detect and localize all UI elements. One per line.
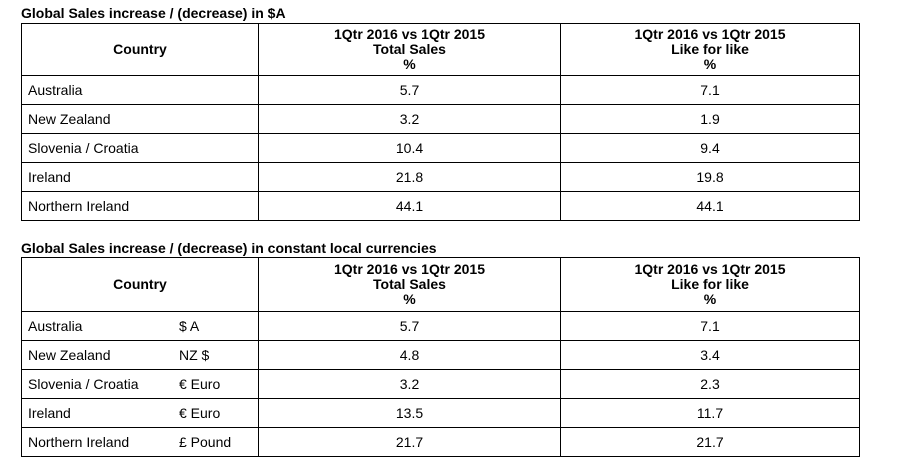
total-sales-cell: 3.2 bbox=[258, 104, 561, 134]
currency-label: $ A bbox=[179, 318, 200, 334]
total-sales-cell: 21.7 bbox=[258, 427, 561, 457]
table2-header-total-line2: Total Sales bbox=[373, 276, 446, 292]
table-row: New Zealand 3.2 1.9 bbox=[21, 104, 860, 134]
like-for-like-cell: 7.1 bbox=[560, 75, 860, 105]
country-name: Australia bbox=[28, 318, 83, 334]
table2-header-total: 1Qtr 2016 vs 1Qtr 2015 Total Sales % bbox=[258, 257, 561, 312]
table-row: Ireland 21.8 19.8 bbox=[21, 162, 860, 192]
table-row: Northern Ireland £ Pound 21.7 21.7 bbox=[21, 427, 860, 457]
like-for-like-cell: 3.4 bbox=[560, 340, 860, 370]
total-sales-cell: 5.7 bbox=[258, 75, 561, 105]
table-row: Slovenia / Croatia 10.4 9.4 bbox=[21, 133, 860, 163]
table-row: New Zealand NZ $ 4.8 3.4 bbox=[21, 340, 860, 370]
total-sales-cell: 44.1 bbox=[258, 191, 561, 221]
like-for-like-cell: 21.7 bbox=[560, 427, 860, 457]
total-sales-cell: 13.5 bbox=[258, 398, 561, 428]
sales-table-aud: Country 1Qtr 2016 vs 1Qtr 2015 Total Sal… bbox=[21, 23, 860, 221]
table1-header-total-line1: 1Qtr 2016 vs 1Qtr 2015 bbox=[334, 26, 485, 42]
table-row: Slovenia / Croatia € Euro 3.2 2.3 bbox=[21, 369, 860, 399]
country-cell: Australia $ A bbox=[21, 311, 259, 341]
table-row: Australia $ A 5.7 7.1 bbox=[21, 311, 860, 341]
table1-header-lfl-line3: % bbox=[703, 56, 717, 72]
table1-header-lfl: 1Qtr 2016 vs 1Qtr 2015 Like for like % bbox=[560, 23, 860, 76]
like-for-like-cell: 44.1 bbox=[560, 191, 860, 221]
table1-header-total: 1Qtr 2016 vs 1Qtr 2015 Total Sales % bbox=[258, 23, 561, 76]
currency-label: £ Pound bbox=[179, 434, 232, 450]
like-for-like-cell: 9.4 bbox=[560, 133, 860, 163]
total-sales-cell: 10.4 bbox=[258, 133, 561, 163]
country-name: Ireland bbox=[28, 405, 71, 421]
country-cell: Australia bbox=[21, 75, 259, 105]
table-row: Northern Ireland 44.1 44.1 bbox=[21, 191, 860, 221]
currency-label: NZ $ bbox=[179, 347, 210, 363]
table2-header-lfl: 1Qtr 2016 vs 1Qtr 2015 Like for like % bbox=[560, 257, 860, 312]
table1-header-row: Country 1Qtr 2016 vs 1Qtr 2015 Total Sal… bbox=[21, 23, 860, 76]
table2-header-total-line1: 1Qtr 2016 vs 1Qtr 2015 bbox=[334, 261, 485, 277]
table1-header-lfl-line2: Like for like bbox=[671, 41, 749, 57]
table1-header-lfl-line1: 1Qtr 2016 vs 1Qtr 2015 bbox=[634, 26, 786, 42]
country-name: New Zealand bbox=[28, 347, 111, 363]
currency-label: € Euro bbox=[179, 405, 221, 421]
table1-header-total-line2: Total Sales bbox=[373, 41, 446, 57]
country-cell: Northern Ireland bbox=[21, 191, 259, 221]
table2-header-total-line3: % bbox=[403, 291, 416, 307]
country-cell: New Zealand bbox=[21, 104, 259, 134]
table-row: Ireland € Euro 13.5 11.7 bbox=[21, 398, 860, 428]
country-cell: Slovenia / Croatia bbox=[21, 133, 259, 163]
total-sales-cell: 21.8 bbox=[258, 162, 561, 192]
like-for-like-cell: 19.8 bbox=[560, 162, 860, 192]
total-sales-cell: 4.8 bbox=[258, 340, 561, 370]
like-for-like-cell: 7.1 bbox=[560, 311, 860, 341]
sales-table-local: Country 1Qtr 2016 vs 1Qtr 2015 Total Sal… bbox=[21, 257, 860, 457]
table1-title: Global Sales increase / (decrease) in $A bbox=[21, 5, 286, 21]
table2-header-lfl-line3: % bbox=[703, 291, 717, 307]
like-for-like-cell: 1.9 bbox=[560, 104, 860, 134]
country-name: Northern Ireland bbox=[28, 434, 130, 450]
country-cell: Ireland € Euro bbox=[21, 398, 259, 428]
currency-label: € Euro bbox=[179, 376, 221, 392]
like-for-like-cell: 2.3 bbox=[560, 369, 860, 399]
country-name: Slovenia / Croatia bbox=[28, 376, 139, 392]
table2-header-row: Country 1Qtr 2016 vs 1Qtr 2015 Total Sal… bbox=[21, 257, 860, 312]
total-sales-cell: 3.2 bbox=[258, 369, 561, 399]
country-cell: New Zealand NZ $ bbox=[21, 340, 259, 370]
table2-header-lfl-line2: Like for like bbox=[671, 276, 749, 292]
table-row: Australia 5.7 7.1 bbox=[21, 75, 860, 105]
like-for-like-cell: 11.7 bbox=[560, 398, 860, 428]
table2-header-lfl-line1: 1Qtr 2016 vs 1Qtr 2015 bbox=[634, 261, 786, 277]
total-sales-cell: 5.7 bbox=[258, 311, 561, 341]
country-cell: Ireland bbox=[21, 162, 259, 192]
table2-header-country: Country bbox=[21, 257, 259, 312]
country-cell: Northern Ireland £ Pound bbox=[21, 427, 259, 457]
table2-title: Global Sales increase / (decrease) in co… bbox=[21, 240, 437, 256]
table1-header-country: Country bbox=[21, 23, 259, 76]
country-cell: Slovenia / Croatia € Euro bbox=[21, 369, 259, 399]
table1-header-total-line3: % bbox=[403, 56, 416, 72]
